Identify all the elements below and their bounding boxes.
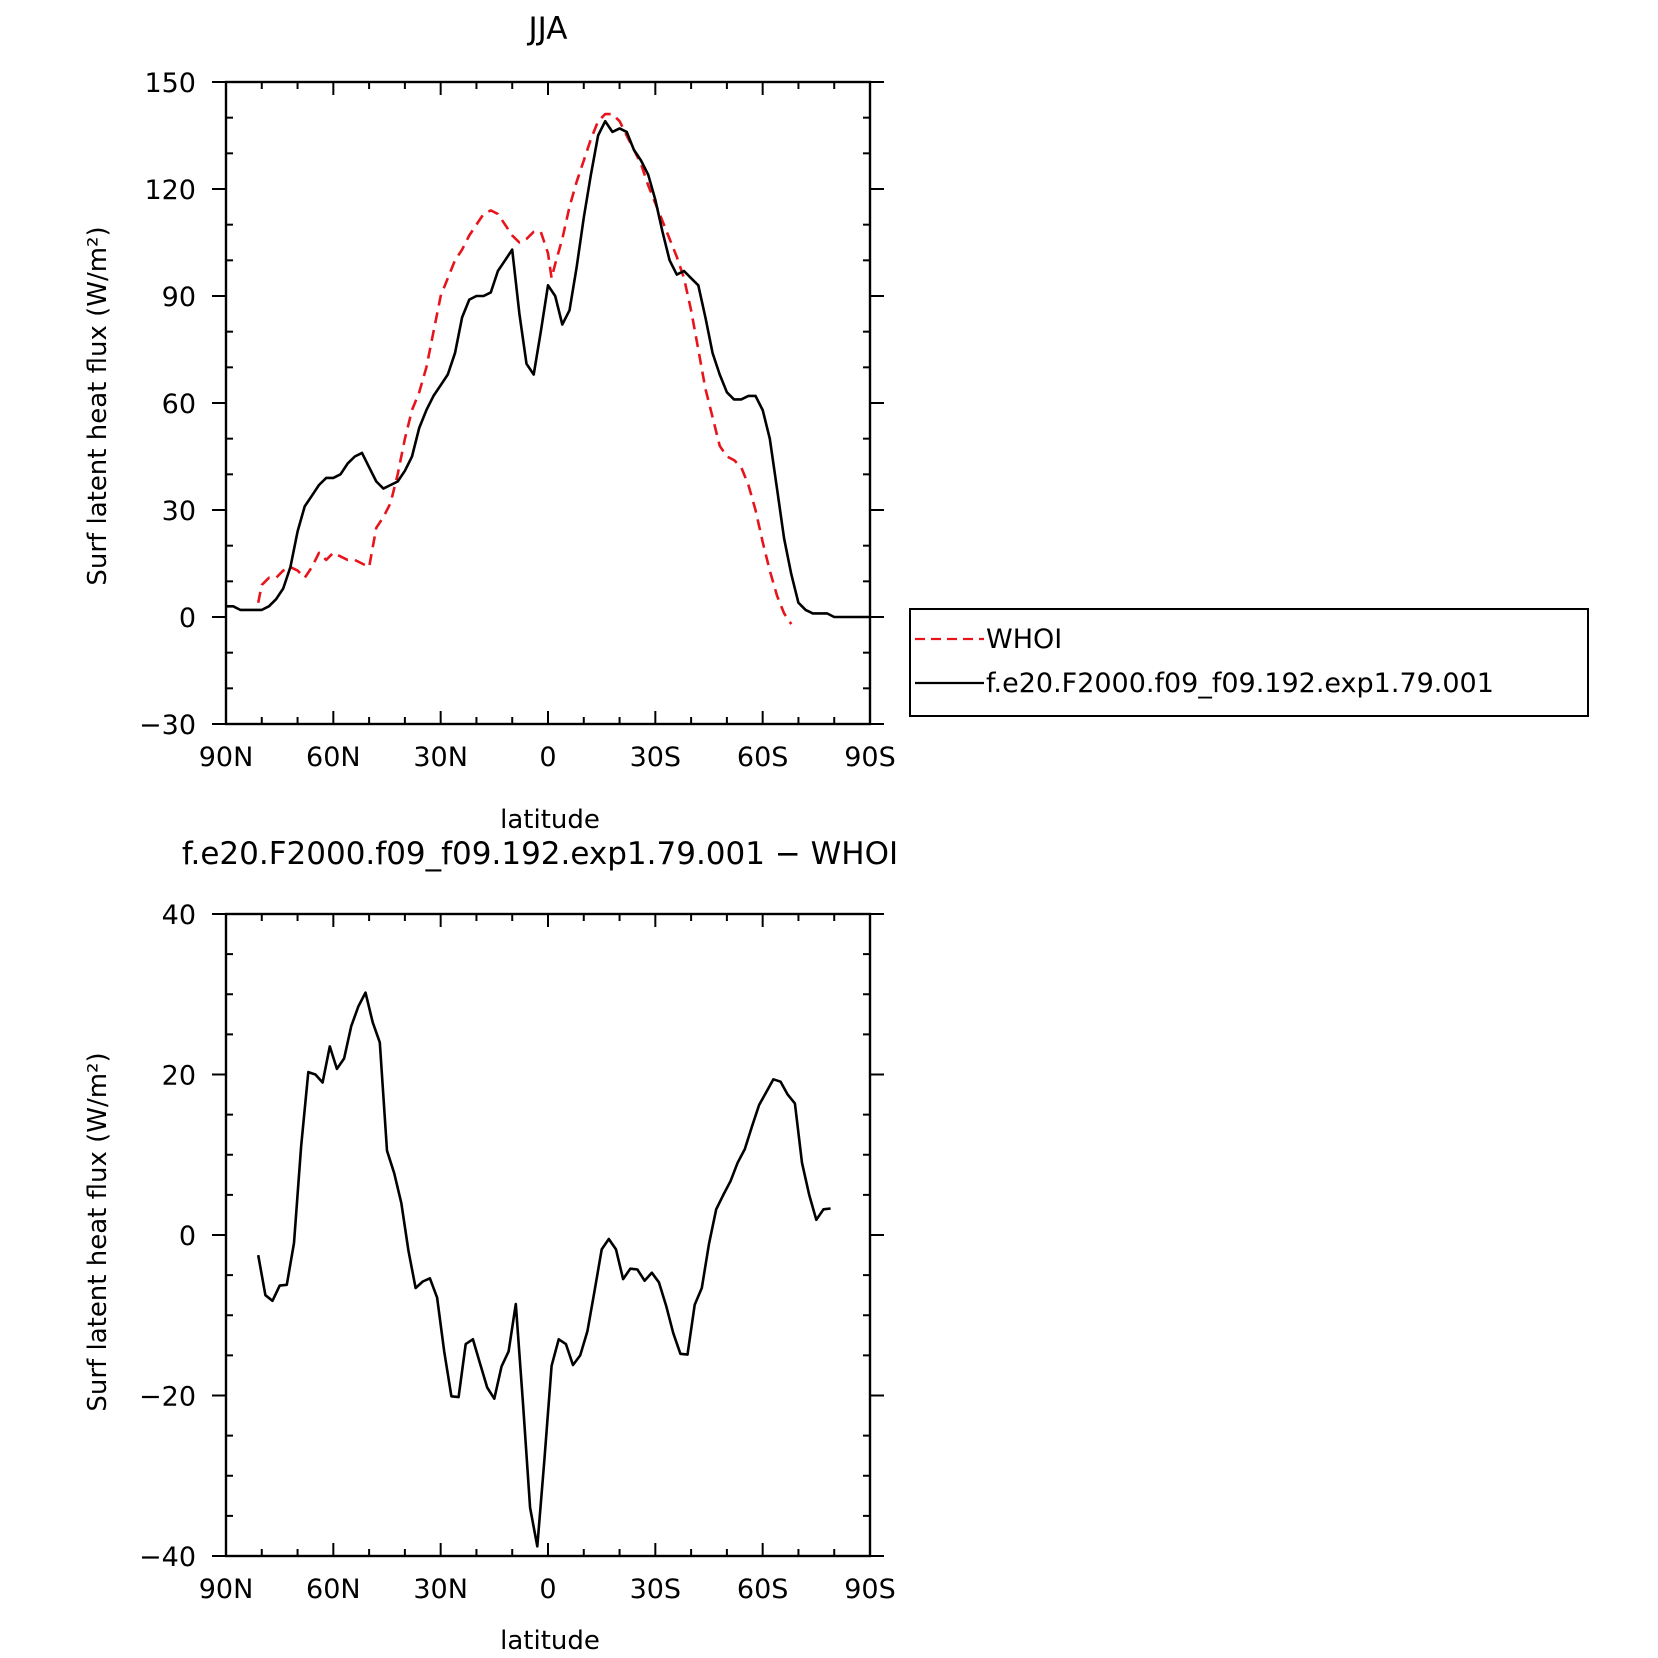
top-y-tick-label: 60 [162, 389, 196, 420]
top-x-axis-label: latitude [500, 805, 600, 835]
top-y-tick-label: 150 [144, 68, 196, 99]
top-y-tick-label: 90 [162, 282, 196, 313]
bottom-x-tick-label: 30S [630, 1574, 682, 1605]
bottom-x-tick-label: 0 [539, 1574, 556, 1605]
top-y-tick-label: 30 [162, 496, 196, 527]
top-y-tick-label: 0 [179, 603, 196, 634]
bottom-y-tick-label: −20 [139, 1382, 196, 1413]
bottom-y-tick-label: 0 [179, 1221, 196, 1252]
bottom-x-tick-label: 90S [844, 1574, 896, 1605]
bottom-x-tick-label: 30N [413, 1574, 468, 1605]
top-x-tick-label: 0 [539, 742, 556, 773]
bottom-y-axis-label: Surf latent heat flux (W/m²) [83, 1052, 113, 1411]
bottom-plot-area: 90N 60N 30N 0 30S 60S 90S 40 20 0 −20 −40 [139, 900, 896, 1605]
bottom-difference-series-line [256, 991, 831, 1548]
top-y-tick-label: 120 [144, 175, 196, 206]
legend-box [909, 608, 1589, 717]
top-x-tick-label: 60N [306, 742, 361, 773]
legend-label-whoi: WHOI [986, 624, 1062, 655]
bottom-x-axis-label: latitude [500, 1626, 600, 1656]
top-y-tick-label: −30 [139, 710, 196, 741]
top-x-tick-label: 90S [844, 742, 896, 773]
bottom-x-tick-label: 60S [737, 1574, 789, 1605]
top-x-tick-label: 60S [737, 742, 789, 773]
bottom-plot-frame [224, 912, 872, 1558]
bottom-x-tick-label: 90N [199, 1574, 254, 1605]
top-x-tick-label: 30S [630, 742, 682, 773]
bottom-y-tick-label: 20 [162, 1061, 196, 1092]
top-chart-title: JJA [527, 11, 568, 47]
legend-label-model: f.e20.F2000.f09_f09.192.exp1.79.001 [986, 668, 1494, 699]
bottom-chart-title: f.e20.F2000.f09_f09.192.exp1.79.001 − WH… [182, 836, 898, 872]
top-panel: JJA 90N 60N 30N 0 30S 60S 90S1501209060300−30 … [83, 11, 896, 835]
top-plot-frame [224, 80, 872, 726]
top-plot-area: 90N 60N 30N 0 30S 60S 90S 150 120 90 60 30 0 −30 [139, 68, 896, 773]
bottom-panel: f.e20.F2000.f09_f09.192.exp1.79.001 − WH… [83, 836, 898, 1656]
top-x-tick-label: 90N [199, 742, 254, 773]
bottom-y-tick-label: −40 [139, 1542, 196, 1573]
top-model-series-line [226, 119, 870, 619]
top-whoi-series-line [256, 112, 793, 625]
legend: WHOI f.e20.F2000.f09_f09.192.exp1.79.001 [909, 608, 1589, 717]
top-x-tick-label: 30N [413, 742, 468, 773]
top-y-axis-label: Surf latent heat flux (W/m²) [83, 226, 113, 585]
bottom-x-tick-label: 60N [306, 1574, 361, 1605]
bottom-y-tick-label: 40 [162, 900, 196, 931]
